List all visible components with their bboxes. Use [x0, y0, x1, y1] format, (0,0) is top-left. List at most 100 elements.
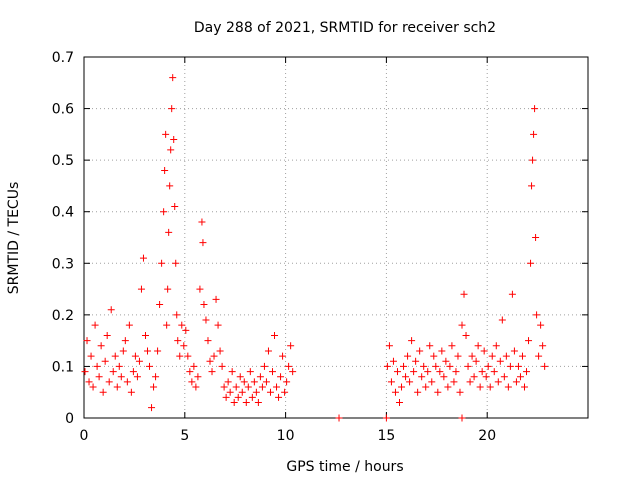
x-tick-label: 0: [80, 428, 89, 444]
data-point: [208, 368, 216, 376]
data-point: [266, 388, 274, 396]
y-tick-label: 0.1: [52, 359, 74, 375]
data-point: [490, 368, 498, 376]
x-tick-label: 15: [377, 428, 395, 444]
data-point: [273, 383, 281, 391]
grid: [84, 57, 588, 418]
data-point: [119, 347, 127, 355]
data-point: [199, 239, 207, 247]
data-point: [502, 352, 510, 360]
data-point: [91, 321, 99, 329]
data-point: [190, 362, 198, 370]
x-tick-label: 5: [180, 428, 189, 444]
data-point: [238, 388, 246, 396]
data-point: [133, 373, 141, 381]
data-point: [89, 383, 97, 391]
y-tick-label: 0.5: [52, 153, 74, 169]
data-point: [398, 383, 406, 391]
data-point: [416, 347, 424, 355]
data-point: [101, 357, 109, 365]
data-point: [148, 404, 156, 412]
data-point: [218, 362, 226, 370]
data-point: [180, 342, 188, 350]
data-point: [287, 342, 295, 350]
data-point: [194, 373, 202, 381]
data-point: [283, 378, 291, 386]
data-point: [391, 388, 399, 396]
data-point: [279, 352, 287, 360]
data-point: [277, 373, 285, 381]
data-point: [527, 259, 535, 267]
data-point: [508, 290, 516, 298]
data-point: [224, 378, 232, 386]
data-point: [458, 414, 466, 422]
data-point: [440, 373, 448, 381]
data-point: [454, 352, 462, 360]
data-point: [176, 352, 184, 360]
data-point: [424, 368, 432, 376]
data-point: [452, 368, 460, 376]
data-point: [480, 347, 488, 355]
data-point: [529, 156, 537, 164]
data-point: [168, 105, 176, 113]
data-point: [516, 373, 524, 381]
data-point: [182, 326, 190, 334]
data-point: [537, 321, 545, 329]
data-point: [418, 373, 426, 381]
data-point: [468, 352, 476, 360]
data-point: [260, 362, 268, 370]
data-point: [523, 368, 531, 376]
data-point: [232, 383, 240, 391]
data-point: [518, 352, 526, 360]
data-point: [169, 74, 177, 82]
data-point: [178, 321, 186, 329]
data-point: [222, 393, 230, 401]
y-tick-label: 0.4: [52, 205, 74, 221]
data-point: [141, 331, 149, 339]
data-point: [184, 352, 192, 360]
data-point: [156, 301, 164, 309]
data-point: [188, 378, 196, 386]
data-point: [482, 373, 490, 381]
data-point: [432, 362, 440, 370]
data-point: [504, 383, 512, 391]
data-point: [117, 373, 125, 381]
data-point: [105, 378, 113, 386]
data-point: [81, 368, 89, 376]
data-point: [93, 362, 101, 370]
data-point: [500, 373, 508, 381]
data-point: [470, 373, 478, 381]
data-point: [264, 347, 272, 355]
axis-ticks: 0 0.1 0.2 0.3 0.4 0.5 0.6 0.7 0 5 10 15 20: [52, 50, 588, 444]
data-point: [103, 331, 111, 339]
data-point: [228, 368, 236, 376]
data-point: [172, 259, 180, 267]
data-point: [464, 362, 472, 370]
data-point: [144, 347, 152, 355]
x-tick-label: 10: [277, 428, 295, 444]
y-tick-label: 0.3: [52, 256, 74, 272]
data-point: [466, 378, 474, 386]
data-point: [152, 373, 160, 381]
data-point: [486, 383, 494, 391]
data-point: [532, 234, 540, 241]
data-point: [164, 285, 172, 293]
data-point: [530, 130, 538, 138]
data-point: [97, 342, 105, 350]
data-point: [262, 378, 270, 386]
data-point: [214, 321, 222, 329]
data-point: [109, 368, 117, 376]
data-point: [161, 166, 169, 174]
data-point: [204, 337, 212, 345]
data-point: [163, 321, 171, 329]
data-point: [396, 399, 404, 407]
data-point: [404, 352, 412, 360]
data-point: [242, 399, 250, 407]
data-point: [154, 347, 162, 355]
data-point: [438, 347, 446, 355]
data-point: [256, 373, 264, 381]
data-point: [450, 378, 458, 386]
data-point: [275, 393, 283, 401]
data-point: [414, 388, 422, 396]
data-point: [434, 388, 442, 396]
